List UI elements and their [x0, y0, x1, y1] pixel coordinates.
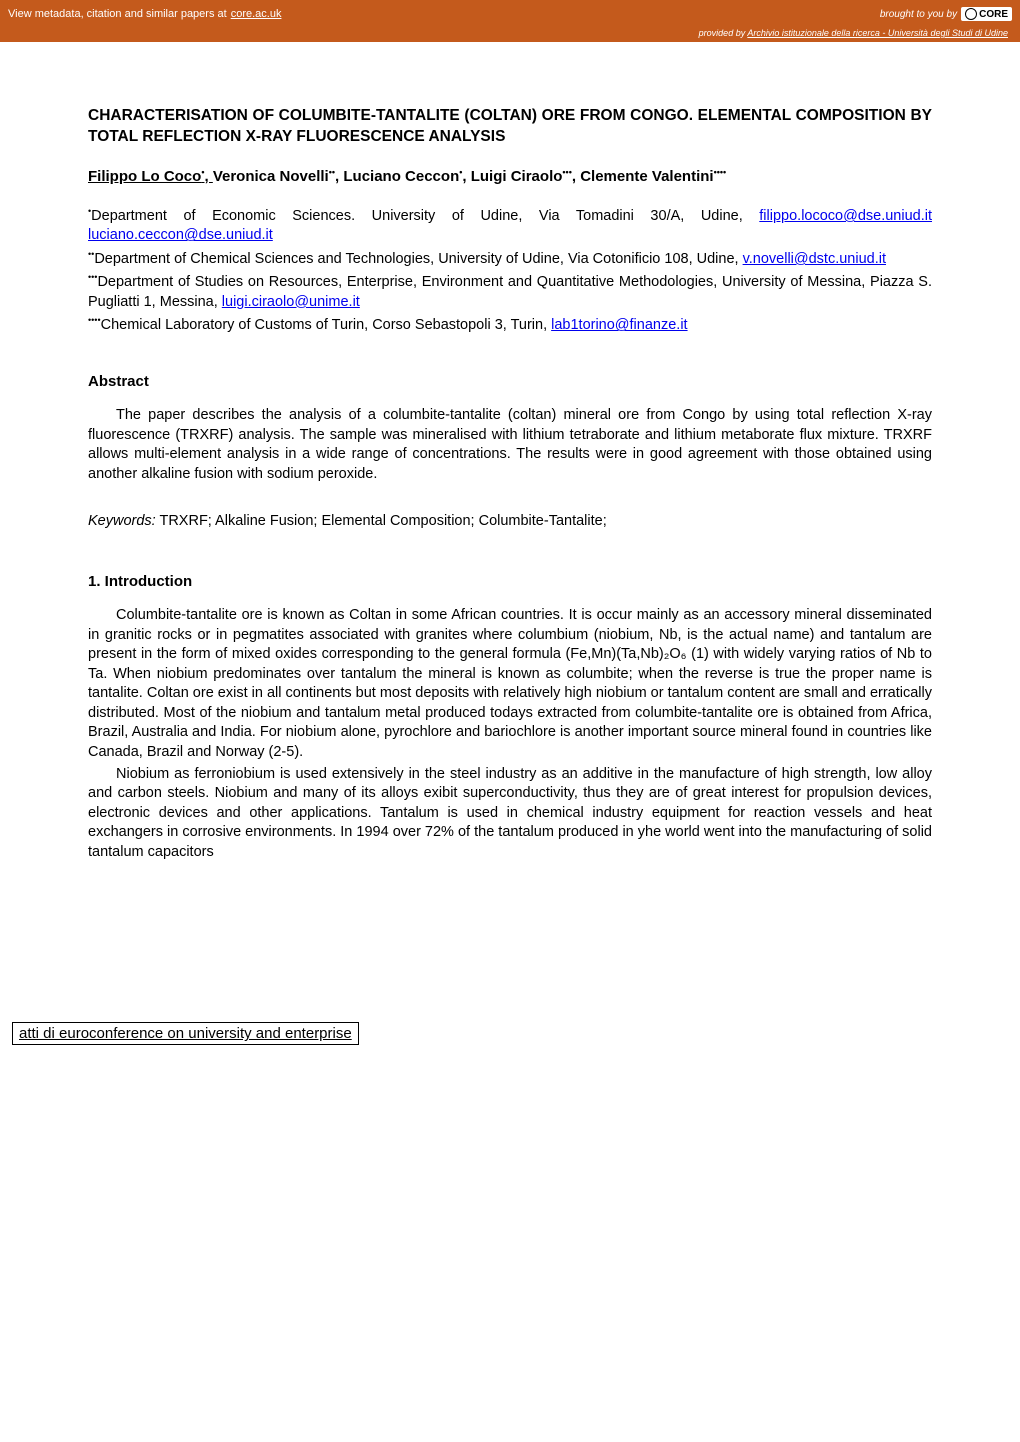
author-5: Clemente Valentini•••• — [580, 168, 726, 185]
provider-link[interactable]: Archivio istituzionale della ricerca - U… — [747, 28, 1008, 38]
affiliation-1: •Department of Economic Sciences. Univer… — [88, 205, 932, 246]
introduction-section: 1. Introduction Columbite-tantalite ore … — [88, 572, 932, 863]
provided-by-bar: provided by Archivio istituzionale della… — [0, 26, 1020, 42]
email-link-1[interactable]: filippo.lococo@dse.uniud.it — [759, 208, 932, 224]
author-4: Luigi Ciraolo••• — [471, 168, 572, 185]
paper-title: CHARACTERISATION OF COLUMBITE-TANTALITE … — [88, 106, 932, 148]
top-bar-left: View metadata, citation and similar pape… — [8, 8, 281, 20]
affiliation-4: ••••Chemical Laboratory of Customs of Tu… — [88, 314, 932, 335]
core-ac-uk-link[interactable]: core.ac.uk — [231, 8, 282, 20]
author-2: Veronica Novelli•• — [213, 168, 335, 185]
author-1: Filippo Lo Coco•, — [88, 168, 213, 185]
page-footer: atti di euroconference on university and… — [0, 1022, 1020, 1053]
affiliations: •Department of Economic Sciences. Univer… — [88, 205, 932, 336]
core-logo-text: CORE — [979, 9, 1008, 20]
keywords-label: Keywords: — [88, 513, 156, 529]
authors-line: Filippo Lo Coco•, Veronica Novelli••, Lu… — [88, 166, 932, 187]
email-link-3[interactable]: v.novelli@dstc.uniud.it — [743, 251, 886, 267]
metadata-label: View metadata, citation and similar pape… — [8, 8, 227, 20]
footer-reference: atti di euroconference on university and… — [12, 1022, 359, 1045]
introduction-paragraph-2: Niobium as ferroniobium is used extensiv… — [88, 765, 932, 863]
core-logo[interactable]: CORE — [961, 7, 1012, 21]
keywords-text: TRXRF; Alkaline Fusion; Elemental Compos… — [156, 513, 607, 529]
email-link-4[interactable]: luigi.ciraolo@unime.it — [222, 294, 360, 310]
provided-by-label: provided by — [699, 28, 748, 38]
abstract-section: Abstract The paper describes the analysi… — [88, 372, 932, 485]
abstract-heading: Abstract — [88, 372, 932, 392]
email-link-5[interactable]: lab1torino@finanze.it — [551, 317, 687, 333]
author-3: Luciano Ceccon• — [343, 168, 462, 185]
core-icon — [965, 8, 977, 20]
introduction-heading: 1. Introduction — [88, 572, 932, 592]
top-bar-right: brought to you by CORE — [880, 7, 1012, 21]
abstract-text: The paper describes the analysis of a co… — [88, 406, 932, 484]
keywords-line: Keywords: TRXRF; Alkaline Fusion; Elemen… — [88, 512, 932, 532]
brought-to-you-label: brought to you by — [880, 9, 957, 20]
email-link-2[interactable]: luciano.ceccon@dse.uniud.it — [88, 227, 273, 243]
core-top-bar: View metadata, citation and similar pape… — [0, 0, 1020, 28]
document-content: CHARACTERISATION OF COLUMBITE-TANTALITE … — [0, 42, 1020, 942]
affiliation-2: ••Department of Chemical Sciences and Te… — [88, 248, 932, 269]
introduction-paragraph-1: Columbite-tantalite ore is known as Colt… — [88, 606, 932, 763]
affiliation-3: •••Department of Studies on Resources, E… — [88, 271, 932, 312]
